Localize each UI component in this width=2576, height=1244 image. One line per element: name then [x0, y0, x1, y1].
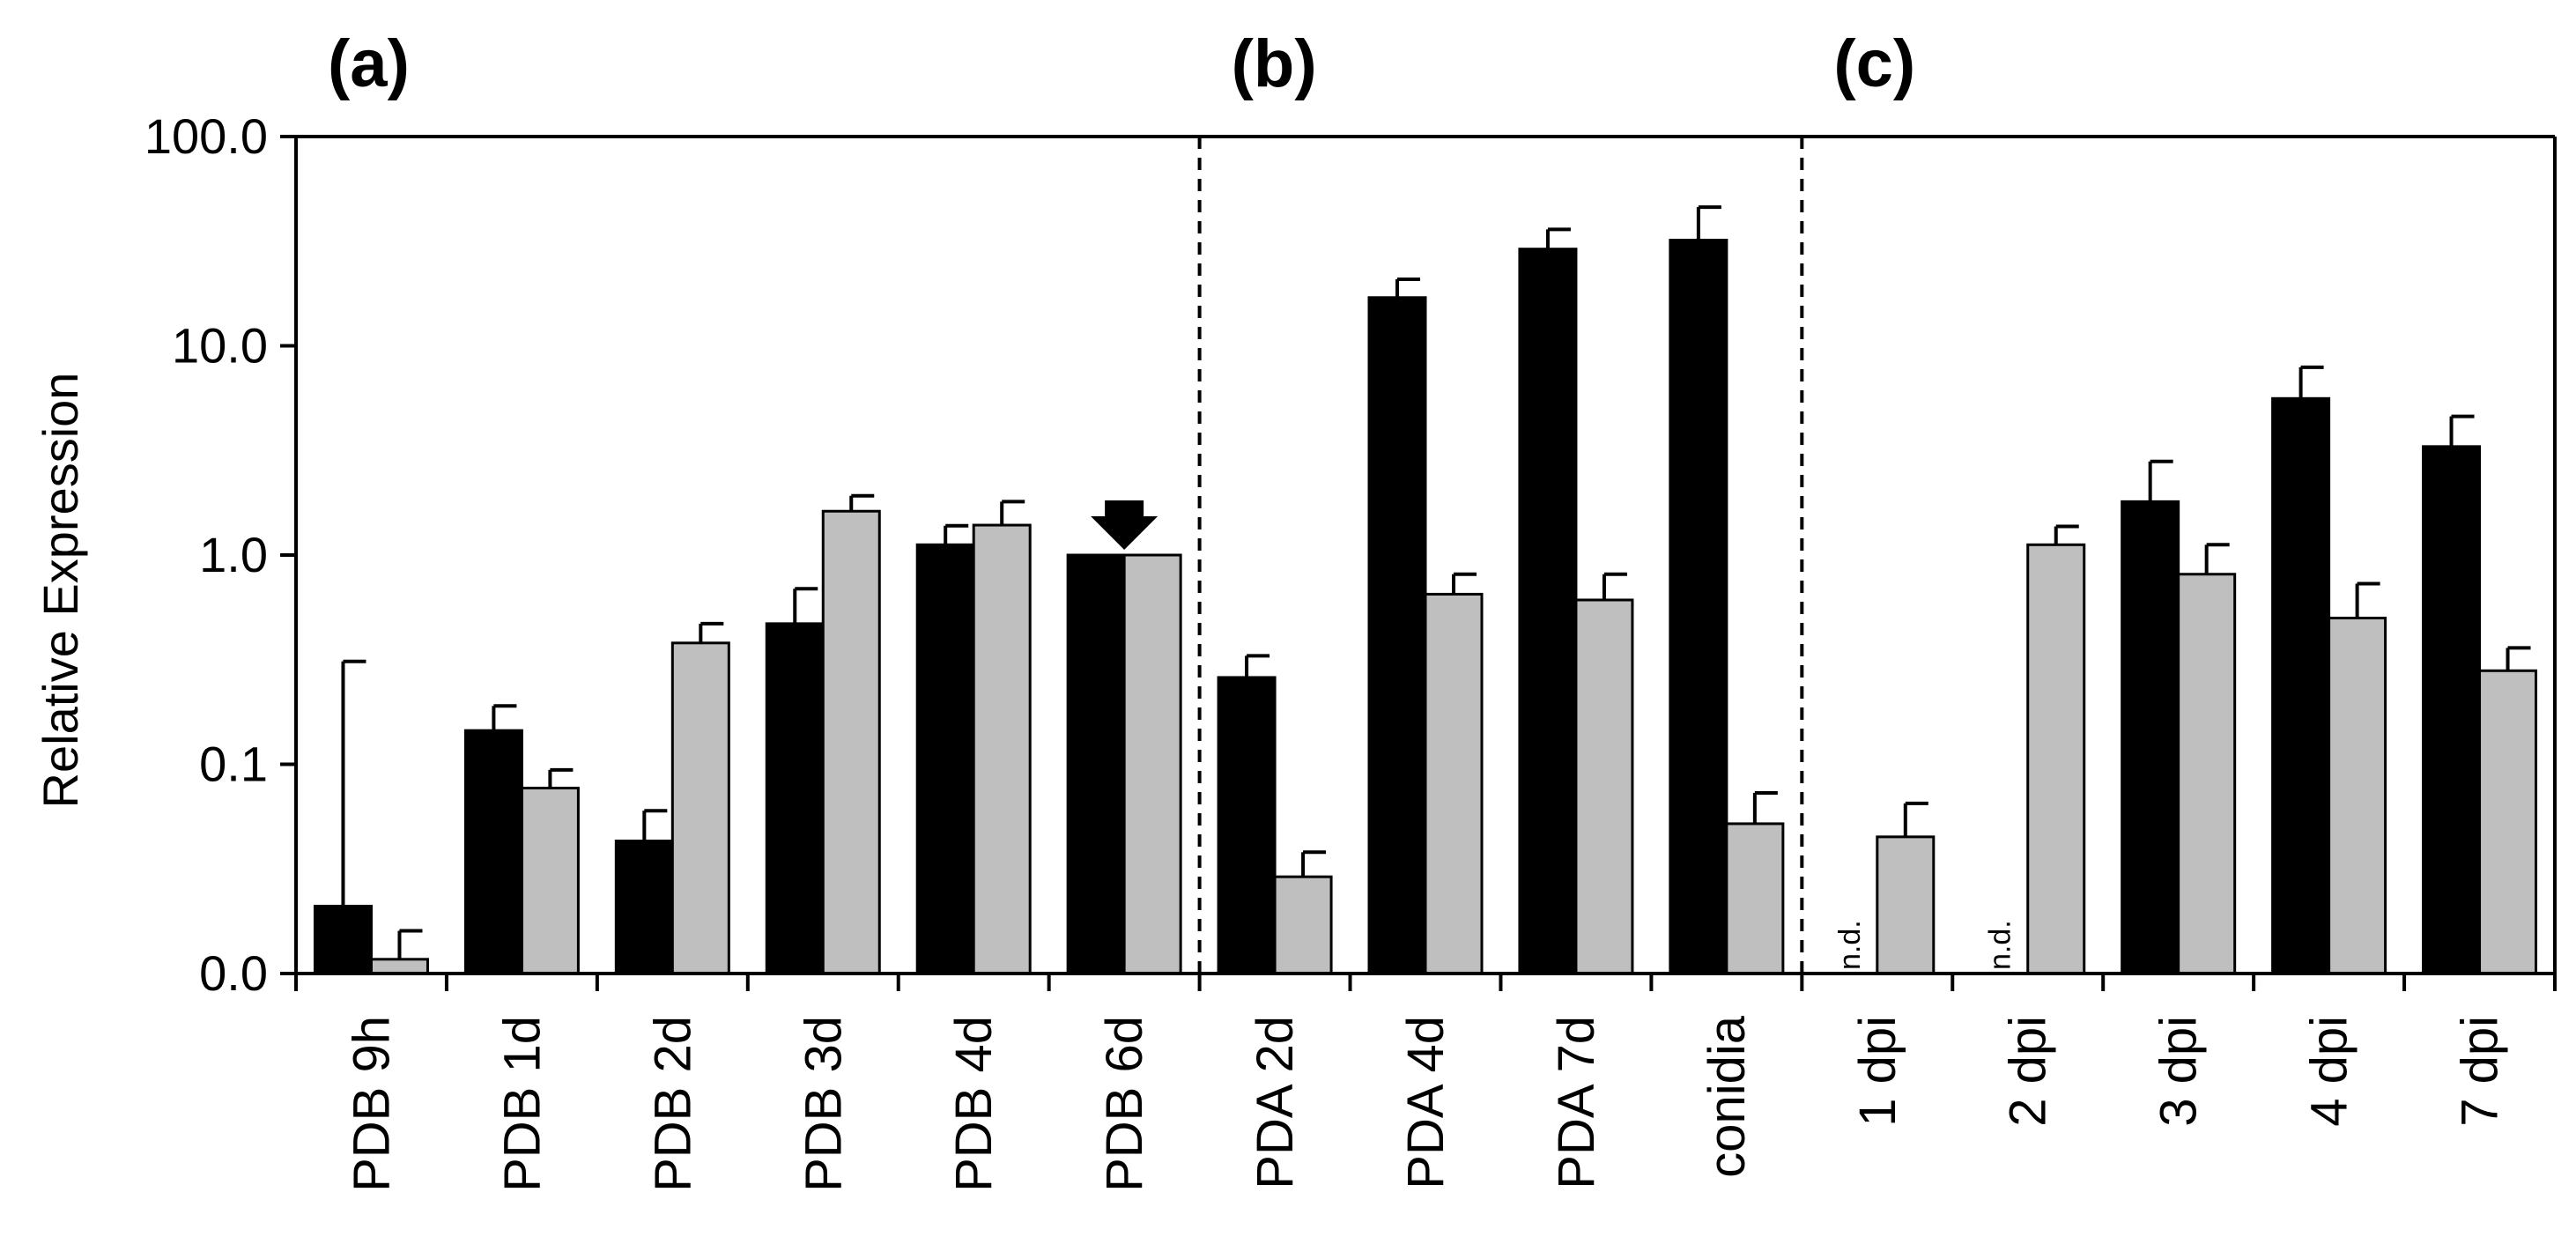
y-axis-title: Relative Expression [33, 373, 88, 809]
bar-gray-14 [2328, 616, 2387, 975]
x-category-label-8: PDA 4d [1397, 1016, 1455, 1189]
reference-arrow-icon [1091, 500, 1158, 550]
bar-black-15 [2422, 445, 2482, 975]
error-bars-layer [341, 205, 2531, 959]
bars-layer [313, 239, 2538, 975]
x-category-label-10: conidia [1699, 1015, 1756, 1178]
x-category-label-15: 7 dpi [2452, 1016, 2509, 1127]
bar-black-13 [2121, 500, 2180, 975]
bar-black-8 [1367, 296, 1427, 975]
bar-black-10 [1669, 239, 1728, 975]
bar-black-6 [1066, 553, 1126, 975]
bar-gray-13 [2177, 573, 2237, 975]
x-category-label-9: PDA 7d [1548, 1016, 1605, 1189]
bar-gray-10 [1725, 822, 1785, 975]
bar-gray-7 [1273, 875, 1333, 975]
x-category-label-5: PDB 4d [945, 1016, 1003, 1192]
axes-layer [280, 135, 2557, 991]
bar-gray-3 [670, 641, 730, 975]
bar-gray-11 [1876, 835, 1936, 975]
y-tick-label-5: 100.0 [144, 108, 268, 164]
bar-gray-2 [520, 786, 580, 975]
bar-gray-4 [821, 509, 881, 975]
not-detected-label-2: n.d. [1984, 920, 2017, 970]
panel-label-2: (b) [1232, 26, 1317, 101]
x-category-label-1: PDB 9h [343, 1016, 400, 1192]
bar-gray-12 [2026, 543, 2086, 975]
bar-gray-6 [1122, 553, 1182, 975]
x-category-label-11: 1 dpi [1849, 1016, 1906, 1127]
bar-black-3 [614, 840, 674, 975]
bar-black-7 [1217, 676, 1277, 975]
x-category-label-14: 4 dpi [2301, 1016, 2358, 1127]
bar-gray-15 [2478, 669, 2538, 975]
x-category-label-2: PDB 1d [493, 1016, 551, 1192]
bar-gray-5 [972, 523, 1032, 975]
bar-black-14 [2271, 396, 2331, 975]
y-tick-label-4: 10.0 [172, 318, 268, 374]
y-tick-label-1: 0.0 [199, 945, 268, 1001]
x-category-label-7: PDA 2d [1247, 1016, 1304, 1189]
y-tick-label-3: 1.0 [199, 527, 268, 582]
bar-black-4 [765, 622, 825, 975]
bar-black-5 [915, 543, 975, 975]
bar-gray-1 [369, 958, 429, 975]
bar-black-2 [463, 729, 523, 975]
y-tick-label-2: 0.1 [199, 737, 268, 792]
bar-gray-9 [1574, 598, 1634, 975]
bar-black-9 [1518, 248, 1578, 975]
x-category-label-12: 2 dpi [2000, 1016, 2057, 1127]
labels-layer: n.d. n.d. 0.0 0.1 1.0 10.0 100.0 Relative Expre… [33, 26, 2509, 1192]
not-detected-label-1: n.d. [1833, 920, 1867, 970]
x-category-label-13: 3 dpi [2150, 1016, 2208, 1127]
panel-label-1: (a) [328, 26, 410, 101]
x-category-label-6: PDB 6d [1096, 1016, 1153, 1192]
panel-label-3: (c) [1833, 26, 1915, 101]
x-category-label-4: PDB 3d [795, 1016, 852, 1192]
bar-black-1 [313, 904, 373, 975]
bar-gray-8 [1424, 592, 1484, 975]
x-category-label-3: PDB 2d [644, 1016, 701, 1192]
